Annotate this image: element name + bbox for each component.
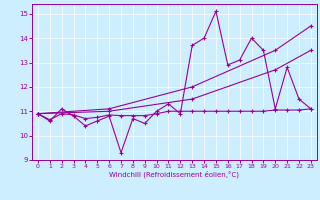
X-axis label: Windchill (Refroidissement éolien,°C): Windchill (Refroidissement éolien,°C)	[109, 171, 239, 178]
